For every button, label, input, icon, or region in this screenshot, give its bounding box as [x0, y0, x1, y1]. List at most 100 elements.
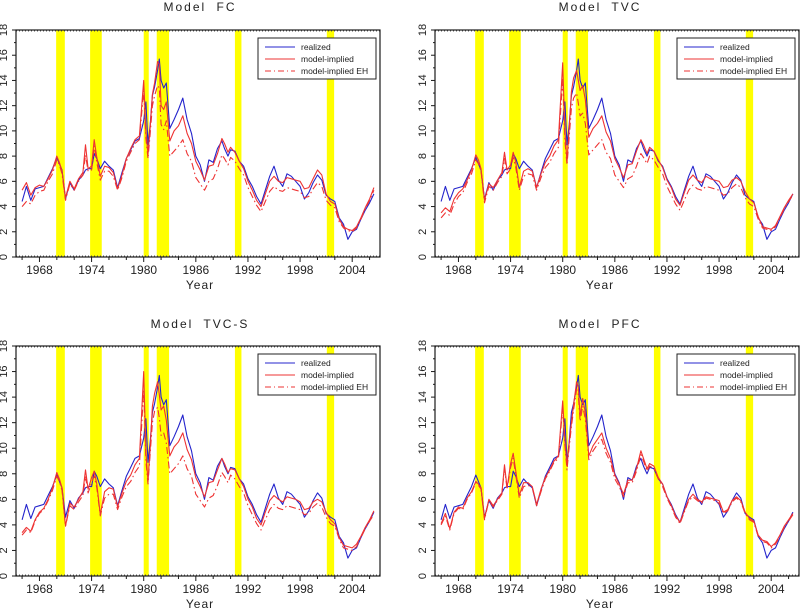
x-tick-label: 1998 — [706, 263, 733, 277]
y-tick-label: 4 — [417, 203, 429, 209]
series-line-model-implied — [21, 371, 375, 549]
recession-band — [745, 346, 754, 576]
legend-label: realized — [720, 42, 750, 52]
y-tick-label: 14 — [417, 74, 429, 86]
legend-label: model-implied — [301, 54, 354, 64]
recession-band — [575, 30, 589, 257]
series-line-model-implied-eh — [21, 388, 375, 551]
y-tick-label: 8 — [0, 153, 10, 159]
series-line-model-implied — [440, 62, 794, 230]
y-tick-label: 6 — [417, 496, 429, 502]
legend-label: model-implied — [720, 370, 773, 380]
recession-band — [56, 30, 65, 257]
series-line-model-implied — [440, 381, 794, 548]
x-tick-label: 1974 — [497, 582, 524, 596]
recession-band — [509, 30, 521, 257]
series-line-model-implied-eh — [440, 388, 794, 549]
recession-band — [90, 346, 102, 576]
recession-band — [326, 346, 335, 576]
y-tick-label: 2 — [417, 547, 429, 553]
recession-band — [562, 346, 568, 576]
y-tick-label: 6 — [0, 496, 10, 502]
y-tick-label: 0 — [417, 573, 429, 579]
series-line-model-implied — [21, 60, 375, 232]
y-tick-label: 4 — [0, 203, 10, 209]
x-tick-label: 2004 — [758, 582, 785, 596]
y-tick-label: 12 — [417, 417, 429, 429]
x-tick-label: 1992 — [235, 582, 262, 596]
chart-panel-model-tvc: Model TVC 1968 1974 1980 1986 1992 1998 2004 0 2… — [400, 0, 800, 300]
series-line-realized — [440, 374, 794, 559]
chart-title: Model TVC-S — [150, 317, 250, 331]
y-tick-label: 2 — [417, 229, 429, 235]
y-tick-label: 12 — [0, 417, 10, 429]
recession-band — [56, 346, 65, 576]
y-tick-label: 6 — [417, 178, 429, 184]
recession-band — [234, 30, 242, 257]
x-tick-label: 1980 — [549, 263, 576, 277]
y-tick-label: 0 — [0, 254, 10, 260]
legend-label: realized — [720, 358, 750, 368]
x-tick-label: 1980 — [130, 263, 157, 277]
x-tick-label: 1992 — [654, 582, 681, 596]
chart-title: Model FC — [163, 0, 237, 14]
y-tick-label: 18 — [0, 24, 10, 36]
chart-plot: 1968 1974 1980 1986 1992 1998 2004 0 2 4 6 8 10 12 14 1… — [0, 24, 381, 277]
series-line-model-implied-eh — [440, 77, 794, 232]
x-tick-label: 1998 — [287, 263, 314, 277]
legend-label: model-implied — [720, 54, 773, 64]
x-tick-label: 1974 — [78, 582, 105, 596]
legend-label: realized — [301, 358, 331, 368]
x-tick-label: 1986 — [601, 582, 628, 596]
y-tick-label: 0 — [417, 254, 429, 260]
chart-title: Model PFC — [558, 317, 642, 331]
x-axis-label: Year — [585, 597, 615, 611]
plot-border — [434, 345, 800, 577]
x-tick-label: 1968 — [26, 582, 53, 596]
recession-band — [653, 30, 661, 257]
chart-plot: 1968 1974 1980 1986 1992 1998 2004 0 2 4 6 8 10 12 14 1… — [417, 340, 800, 596]
y-tick-label: 16 — [417, 49, 429, 61]
recession-band — [509, 346, 521, 576]
recession-band — [475, 346, 484, 576]
legend-label: realized — [301, 42, 331, 52]
plot-border — [15, 29, 381, 258]
legend-label: model-implied EH — [301, 66, 368, 76]
series-line-realized — [21, 58, 375, 240]
y-tick-label: 16 — [417, 365, 429, 377]
x-tick-label: 1968 — [445, 263, 472, 277]
y-tick-label: 14 — [0, 391, 10, 403]
y-tick-label: 18 — [417, 24, 429, 36]
x-axis-label: Year — [185, 597, 215, 611]
x-tick-label: 2004 — [758, 263, 785, 277]
y-tick-label: 8 — [417, 471, 429, 477]
legend-label: model-implied EH — [301, 382, 368, 392]
plot-border — [15, 345, 381, 577]
x-tick-label: 1974 — [78, 263, 105, 277]
x-axis-label: Year — [185, 278, 215, 292]
x-tick-label: 2004 — [339, 263, 366, 277]
series-line-model-implied-eh — [21, 84, 375, 233]
y-tick-label: 10 — [417, 125, 429, 137]
legend-label: model-implied EH — [720, 66, 787, 76]
y-tick-label: 12 — [0, 100, 10, 112]
y-tick-label: 0 — [0, 573, 10, 579]
chart-title: Model TVC — [558, 0, 642, 14]
recession-band — [90, 30, 102, 257]
recession-band — [234, 346, 242, 576]
y-tick-label: 4 — [417, 522, 429, 528]
x-axis-label: Year — [585, 278, 615, 292]
recession-band — [653, 346, 661, 576]
plot-border — [434, 29, 800, 258]
chart-panel-model-pfc: Model PFC 1968 1974 1980 1986 1992 1998 2004 0 2… — [400, 307, 800, 615]
x-tick-label: 1992 — [235, 263, 262, 277]
y-tick-label: 8 — [0, 471, 10, 477]
recession-band — [326, 30, 335, 257]
legend-label: model-implied — [301, 370, 354, 380]
x-tick-label: 1986 — [182, 582, 209, 596]
x-tick-label: 1968 — [445, 582, 472, 596]
chart-panel-model-tvc-s: Model TVC-S 1968 1974 1980 1986 1992 1998 2004… — [0, 307, 400, 615]
y-tick-label: 10 — [417, 442, 429, 454]
series-line-realized — [440, 58, 794, 240]
